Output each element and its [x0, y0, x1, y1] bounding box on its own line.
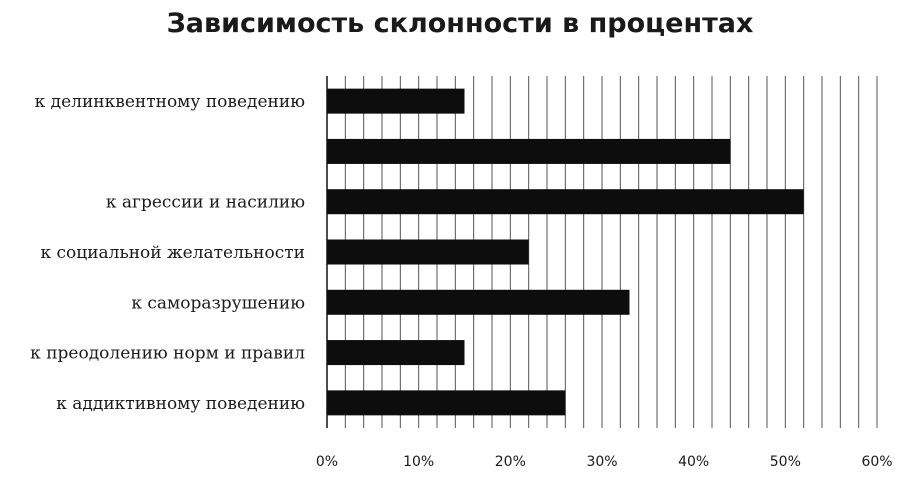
x-tick-label: 20%	[495, 454, 526, 470]
x-tick-label: 0%	[316, 454, 338, 470]
bar	[327, 88, 465, 114]
bar	[327, 189, 804, 215]
bar	[327, 390, 566, 416]
category-label: к социальной желательности	[40, 243, 305, 263]
bar	[327, 239, 529, 265]
chart-title: Зависимость склонности в процентах	[166, 8, 754, 39]
category-label: к аддиктивному поведению	[56, 394, 305, 414]
x-tick-label: 50%	[770, 454, 801, 470]
bars	[327, 88, 804, 416]
x-axis-ticks: 0% 10% 20% 30% 40% 50% 60%	[316, 454, 893, 470]
category-label: к агрессии и насилию	[106, 193, 305, 213]
category-label: к преодолению норм и правил	[30, 344, 305, 364]
x-tick-label: 10%	[403, 454, 434, 470]
bar	[327, 138, 731, 164]
bar	[327, 289, 630, 315]
category-label: к делинквентному поведению	[35, 92, 306, 112]
category-labels: к делинквентному поведению к агрессии и н…	[30, 92, 305, 414]
bar	[327, 340, 465, 366]
x-tick-label: 30%	[586, 454, 617, 470]
x-tick-label: 40%	[678, 454, 709, 470]
x-tick-label: 60%	[861, 454, 892, 470]
category-label: к саморазрушению	[131, 293, 305, 313]
